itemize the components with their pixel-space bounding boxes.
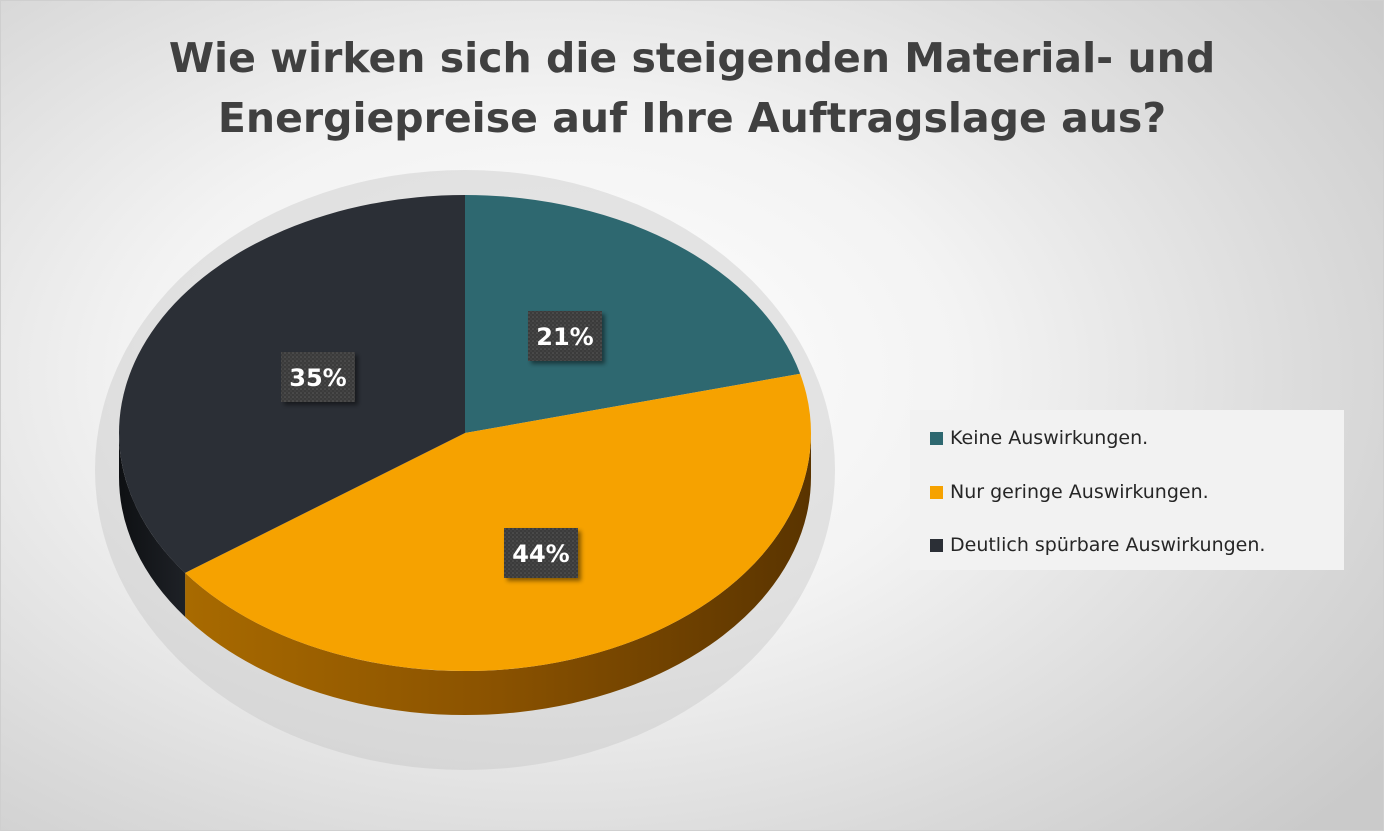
data-label-box <box>281 352 355 402</box>
legend-item-keine: Keine Auswirkungen. <box>930 423 1148 453</box>
pie-side-geringe <box>185 433 811 716</box>
legend-swatch <box>930 538 943 552</box>
data-label-deutlich: 35% <box>281 352 355 402</box>
data-label-text: 35% <box>289 364 346 392</box>
legend: Keine Auswirkungen. Nur geringe Auswirku… <box>910 410 1344 570</box>
legend-swatch <box>930 485 943 499</box>
pie-side-deutlich <box>119 433 186 617</box>
data-label-box <box>504 528 578 578</box>
chart-title-line-2: Energiepreise auf Ihre Auftragslage aus? <box>217 94 1167 142</box>
pie-data-labels: 21% 44% 35% <box>281 311 602 578</box>
data-label-text: 44% <box>512 540 569 568</box>
data-label-geringe: 44% <box>504 528 578 578</box>
data-label-box <box>528 311 602 361</box>
legend-label: Deutlich spürbare Auswirkungen. <box>950 534 1266 556</box>
data-label-text: 21% <box>536 323 593 351</box>
legend-label: Keine Auswirkungen. <box>950 427 1149 449</box>
legend-swatch <box>930 431 943 445</box>
pie-slice-keine <box>465 195 801 433</box>
legend-label: Nur geringe Auswirkungen. <box>950 481 1209 503</box>
pie-slice-geringe <box>185 373 811 671</box>
chart-title-line-1: Wie wirken sich die steigenden Material-… <box>168 34 1216 82</box>
data-label-keine: 21% <box>528 311 602 361</box>
chart-title: Wie wirken sich die steigenden Material-… <box>0 28 1384 148</box>
legend-item-geringe: Nur geringe Auswirkungen. <box>930 477 1209 507</box>
pie-sides <box>119 433 811 716</box>
legend-item-deutlich: Deutlich spürbare Auswirkungen. <box>930 530 1265 560</box>
pie-slices <box>119 195 811 671</box>
